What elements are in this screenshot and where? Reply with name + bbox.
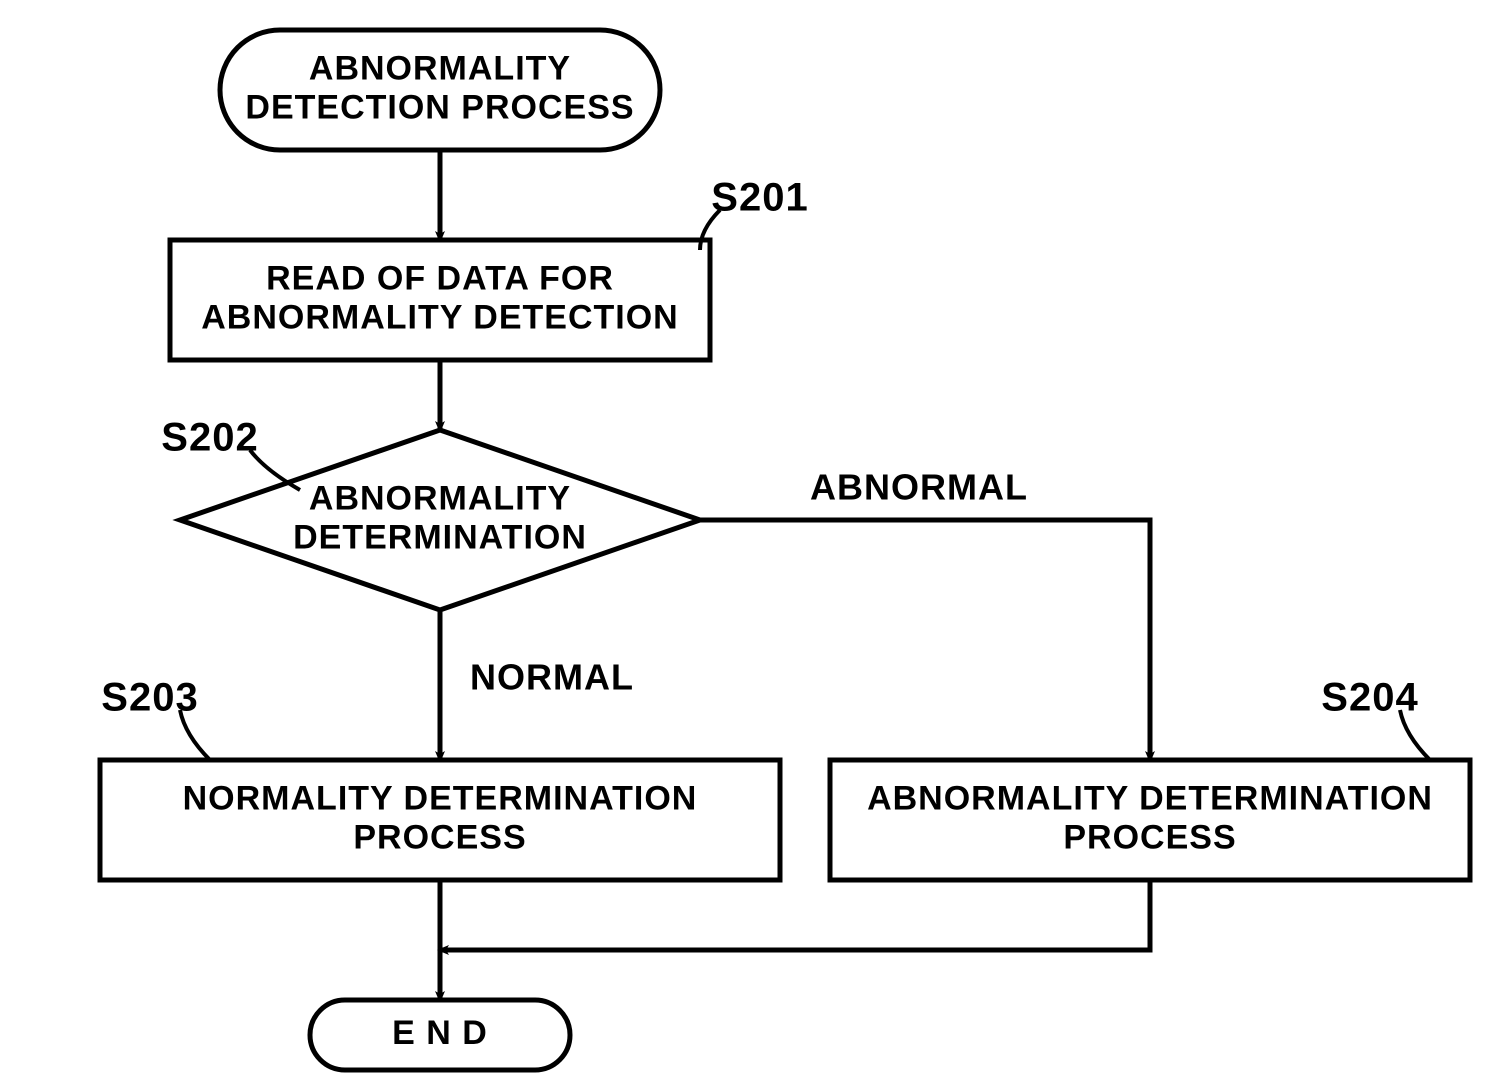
node-s201-text-line: ABNORMALITY DETECTION — [201, 299, 678, 337]
node-end: E N D — [310, 1000, 570, 1070]
step-label-s203: S203 — [101, 676, 198, 720]
node-s204-text-line: PROCESS — [1063, 819, 1236, 857]
node-start-text-line: DETECTION PROCESS — [245, 89, 634, 127]
node-s201-text-line: READ OF DATA FOR — [266, 259, 614, 297]
node-s203: NORMALITY DETERMINATIONPROCESS — [100, 760, 780, 880]
node-start-text-line: ABNORMALITY — [309, 49, 571, 87]
edge-label-3: ABNORMAL — [810, 467, 1028, 508]
node-s203-text-line: PROCESS — [353, 819, 526, 857]
node-s204: ABNORMALITY DETERMINATIONPROCESS — [830, 760, 1470, 880]
step-label-s202: S202 — [161, 416, 258, 460]
step-label-s201: S201 — [711, 176, 808, 220]
node-s204-text-line: ABNORMALITY DETERMINATION — [867, 779, 1433, 817]
step-label-s204: S204 — [1321, 676, 1418, 720]
node-s202-text-line: DETERMINATION — [293, 519, 587, 557]
flowchart-canvas: ABNORMALITYDETECTION PROCESSREAD OF DATA… — [0, 0, 1508, 1084]
node-start: ABNORMALITYDETECTION PROCESS — [220, 30, 660, 150]
node-s202-text-line: ABNORMALITY — [309, 479, 571, 517]
node-s201: READ OF DATA FORABNORMALITY DETECTION — [170, 240, 710, 360]
node-s203-text-line: NORMALITY DETERMINATION — [183, 779, 698, 817]
edge-label-2: NORMAL — [470, 657, 634, 698]
node-end-text-line: E N D — [392, 1014, 488, 1052]
step-leader-s202 — [250, 450, 300, 490]
edge-3 — [700, 520, 1150, 760]
edge-5 — [440, 880, 1150, 950]
